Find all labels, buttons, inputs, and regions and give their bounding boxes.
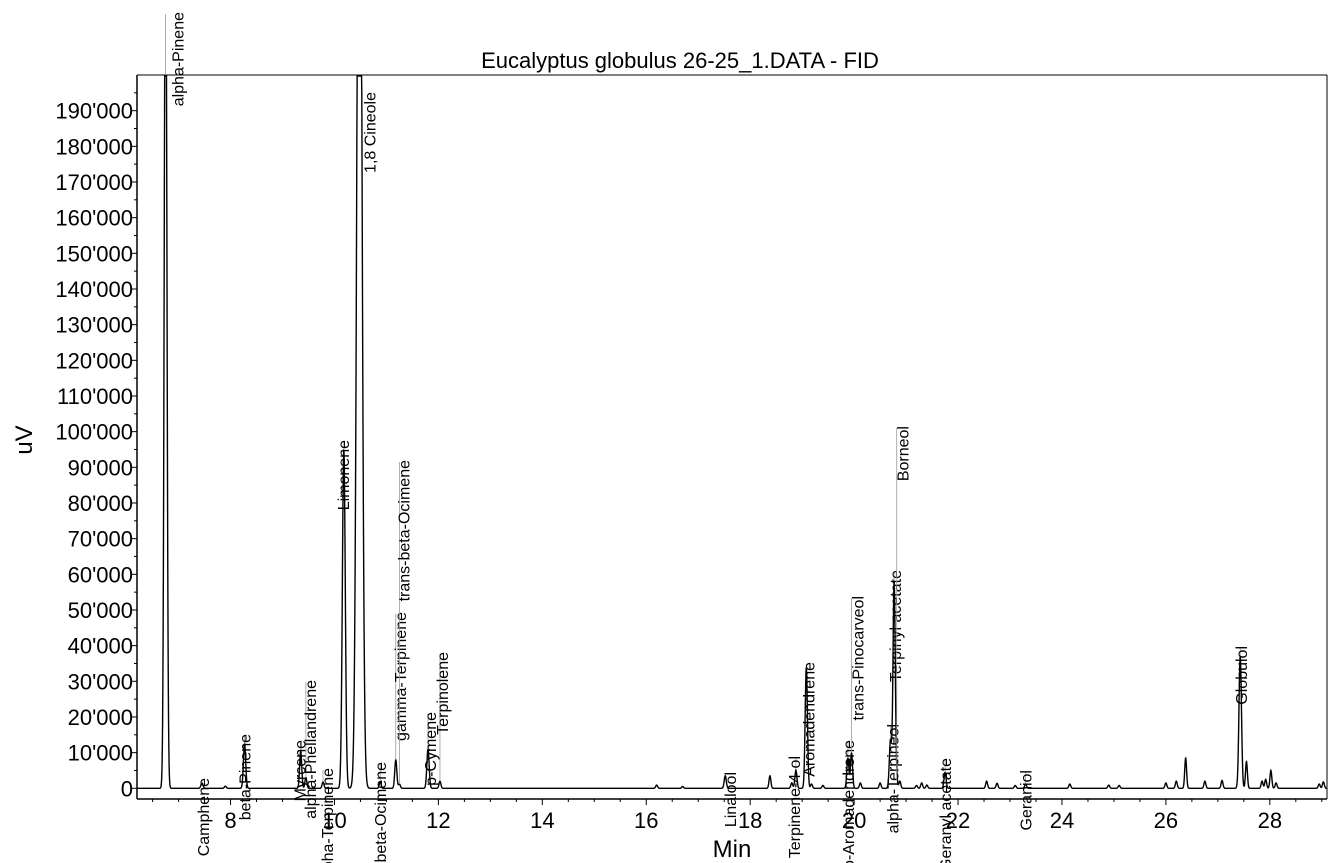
fid-trace <box>137 75 1328 789</box>
peak-label: Cis-beta-Ocimene <box>373 762 390 863</box>
x-tick-label: 26 <box>1154 808 1178 833</box>
x-tick-label: 24 <box>1050 808 1074 833</box>
peak-label: gamma-Terpinene <box>393 612 410 741</box>
peak-label: alpha-Terpinene <box>320 768 337 863</box>
peak-label: Allo-Aromadendrene <box>841 740 858 863</box>
x-tick-label: 22 <box>946 808 970 833</box>
peak-label: Aromadendrene <box>801 662 818 777</box>
peak-label: Globulol <box>1234 646 1251 705</box>
peak-label: 1,8 Cineole <box>362 92 379 173</box>
x-tick-label: 18 <box>738 808 762 833</box>
trace-layer <box>137 75 1328 789</box>
y-tick-label: 90'000 <box>68 455 133 480</box>
y-tick-label: 190'000 <box>55 99 133 124</box>
peak-label: Geranyl acetate <box>938 758 955 863</box>
y-tick-label: 40'000 <box>68 634 133 659</box>
y-tick-label: 60'000 <box>68 562 133 587</box>
y-tick-label: 10'000 <box>68 741 133 766</box>
y-tick-label: 130'000 <box>55 313 133 338</box>
y-tick-label: 80'000 <box>68 491 133 516</box>
y-tick-label: 140'000 <box>55 277 133 302</box>
y-tick-label: 160'000 <box>55 206 133 231</box>
peak-label: Geraniol <box>1019 770 1036 830</box>
plot-frame <box>136 74 1328 800</box>
y-axis: 0 10'000 20'000 30'000 40'000 50'000 60'000 70'… <box>55 92 137 801</box>
peak-label: Terpinene-4-ol <box>787 756 804 858</box>
x-tick-label: 16 <box>634 808 658 833</box>
x-axis-title: Min <box>713 836 752 863</box>
y-tick-label: 50'000 <box>68 598 133 623</box>
y-tick-label: 0 <box>121 776 133 801</box>
x-tick-label: 12 <box>426 808 450 833</box>
peak-label: alpha-Terpineol <box>886 724 903 833</box>
x-tick-label: 20 <box>842 808 866 833</box>
y-tick-label: 170'000 <box>55 170 133 195</box>
peak-label: alpha-Phellandrene <box>303 680 320 819</box>
peak-label: alpha-Pinene <box>171 12 188 106</box>
y-axis-title: uV <box>11 425 38 454</box>
y-tick-label: 120'000 <box>55 348 133 373</box>
y-tick-label: 70'000 <box>68 527 133 552</box>
y-tick-label: 180'000 <box>55 134 133 159</box>
y-tick-label: 150'000 <box>55 241 133 266</box>
x-tick-label: 28 <box>1258 808 1282 833</box>
x-tick-label: 10 <box>322 808 346 833</box>
peak-label: Linalool <box>723 772 740 827</box>
peak-label: trans-Pinocarveol <box>851 596 868 721</box>
x-axis: 8 10 12 14 16 18 20 22 24 26 28 <box>152 799 1323 833</box>
y-tick-label: 20'000 <box>68 705 133 730</box>
peak-label: Camphene <box>196 778 213 856</box>
x-tick-label: 8 <box>224 808 236 833</box>
x-tick-label: 14 <box>530 808 554 833</box>
peak-label: trans-beta-Ocimene <box>396 460 413 601</box>
peak-label: Limonene <box>336 440 353 510</box>
y-tick-label: 30'000 <box>68 669 133 694</box>
chart-title: Eucalyptus globulus 26-25_1.DATA - FID <box>481 48 879 73</box>
peak-label: p-Cymene <box>423 712 440 786</box>
peak-label: Borneol <box>896 426 913 481</box>
y-tick-label: 110'000 <box>57 384 133 409</box>
peak-label: Myrcene <box>293 740 310 801</box>
peak-label: Terpinolene <box>435 652 452 735</box>
peak-label: beta-Pinene <box>238 734 255 820</box>
y-tick-label: 100'000 <box>55 420 133 445</box>
